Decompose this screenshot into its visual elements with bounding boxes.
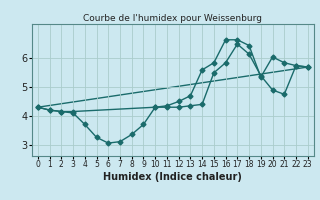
Title: Courbe de l'humidex pour Weissenburg: Courbe de l'humidex pour Weissenburg <box>83 14 262 23</box>
X-axis label: Humidex (Indice chaleur): Humidex (Indice chaleur) <box>103 172 242 182</box>
